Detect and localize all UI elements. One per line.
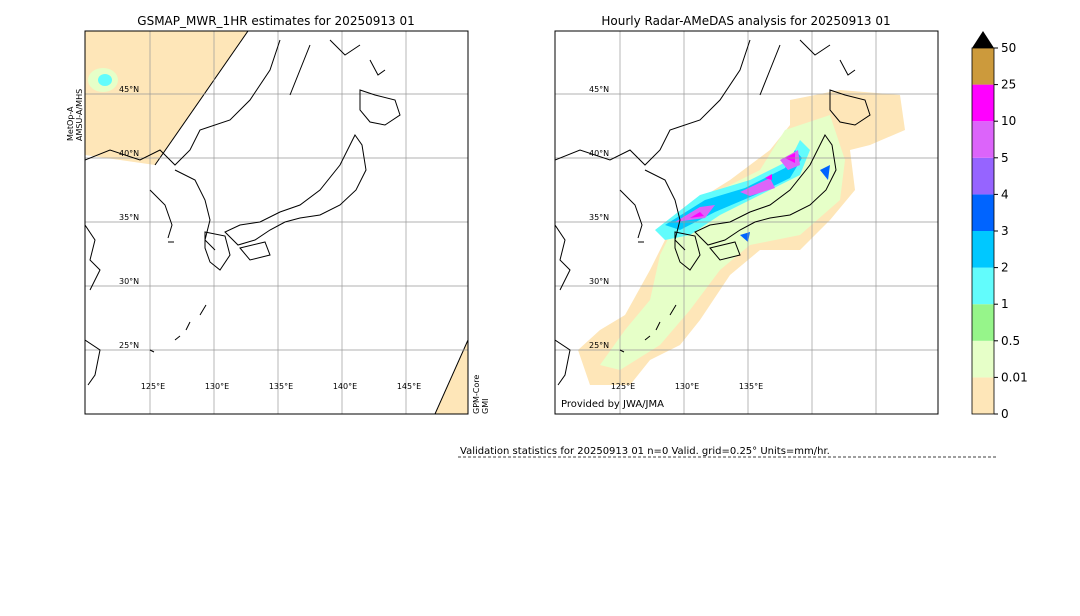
left-map (85, 31, 468, 414)
lon-label: 140°E (333, 382, 357, 391)
lon-label: 125°E (141, 382, 165, 391)
lat-label: 45°N (119, 85, 139, 94)
colorbar-label: 3 (1001, 224, 1009, 238)
lat-label: 45°N (589, 85, 609, 94)
colorbar-label: 4 (1001, 187, 1009, 201)
map-frame (84, 30, 469, 415)
colorbar-segment (972, 121, 994, 158)
lat-label: 40°N (589, 149, 609, 158)
lat-label: 30°N (589, 277, 609, 286)
satellite-label: GMI (481, 399, 490, 414)
colorbar: 0 0.01 0.5 1 2 3 4 5 10 25 50 (971, 31, 1028, 421)
colorbar-segment (972, 377, 994, 414)
credit: Provided by JWA/JMA (561, 399, 664, 410)
colorbar-label: 0 (1001, 407, 1009, 421)
lat-label: 25°N (119, 341, 139, 350)
lat-label: 25°N (589, 341, 609, 350)
map-frame (554, 30, 939, 415)
satellite-label: MetOp-A (66, 106, 75, 141)
colorbar-extend (972, 31, 994, 48)
panel-title: GSMAP_MWR_1HR estimates for 20250913 01 (137, 14, 414, 28)
colorbar-label: 5 (1001, 151, 1009, 165)
colorbar-label: 1 (1001, 297, 1009, 311)
lat-label: 30°N (119, 277, 139, 286)
panel-title: Hourly Radar-AMeDAS analysis for 2025091… (601, 14, 890, 28)
colorbar-segment (972, 231, 994, 268)
colorbar-segment (972, 267, 994, 305)
colorbar-label: 25 (1001, 78, 1016, 92)
colorbar-segment (972, 194, 994, 231)
validation-text: Validation statistics for 20250913 01 n=… (460, 446, 830, 457)
right-map (555, 31, 938, 414)
lat-label: 35°N (119, 213, 139, 222)
satellite-label: GPM-Core (472, 375, 481, 414)
lon-label: 135°E (739, 382, 763, 391)
lon-label: 145°E (397, 382, 421, 391)
colorbar-segment (972, 304, 994, 341)
lon-label: 130°E (675, 382, 699, 391)
colorbar-label: 2 (1001, 261, 1009, 275)
colorbar-segment (972, 48, 994, 85)
colorbar-segment (972, 157, 994, 195)
colorbar-label: 10 (1001, 114, 1016, 128)
colorbar-label: 50 (1001, 41, 1016, 55)
lon-label: 130°E (205, 382, 229, 391)
colorbar-segment (972, 340, 994, 378)
colorbar-label: 0.5 (1001, 334, 1020, 348)
lon-label: 125°E (611, 382, 635, 391)
colorbar-label: 0.01 (1001, 370, 1028, 384)
colorbar-segment (972, 84, 994, 122)
lon-label: 135°E (269, 382, 293, 391)
lat-label: 40°N (119, 149, 139, 158)
satellite-label: AMSU-A/MHS (75, 89, 84, 141)
lat-label: 35°N (589, 213, 609, 222)
